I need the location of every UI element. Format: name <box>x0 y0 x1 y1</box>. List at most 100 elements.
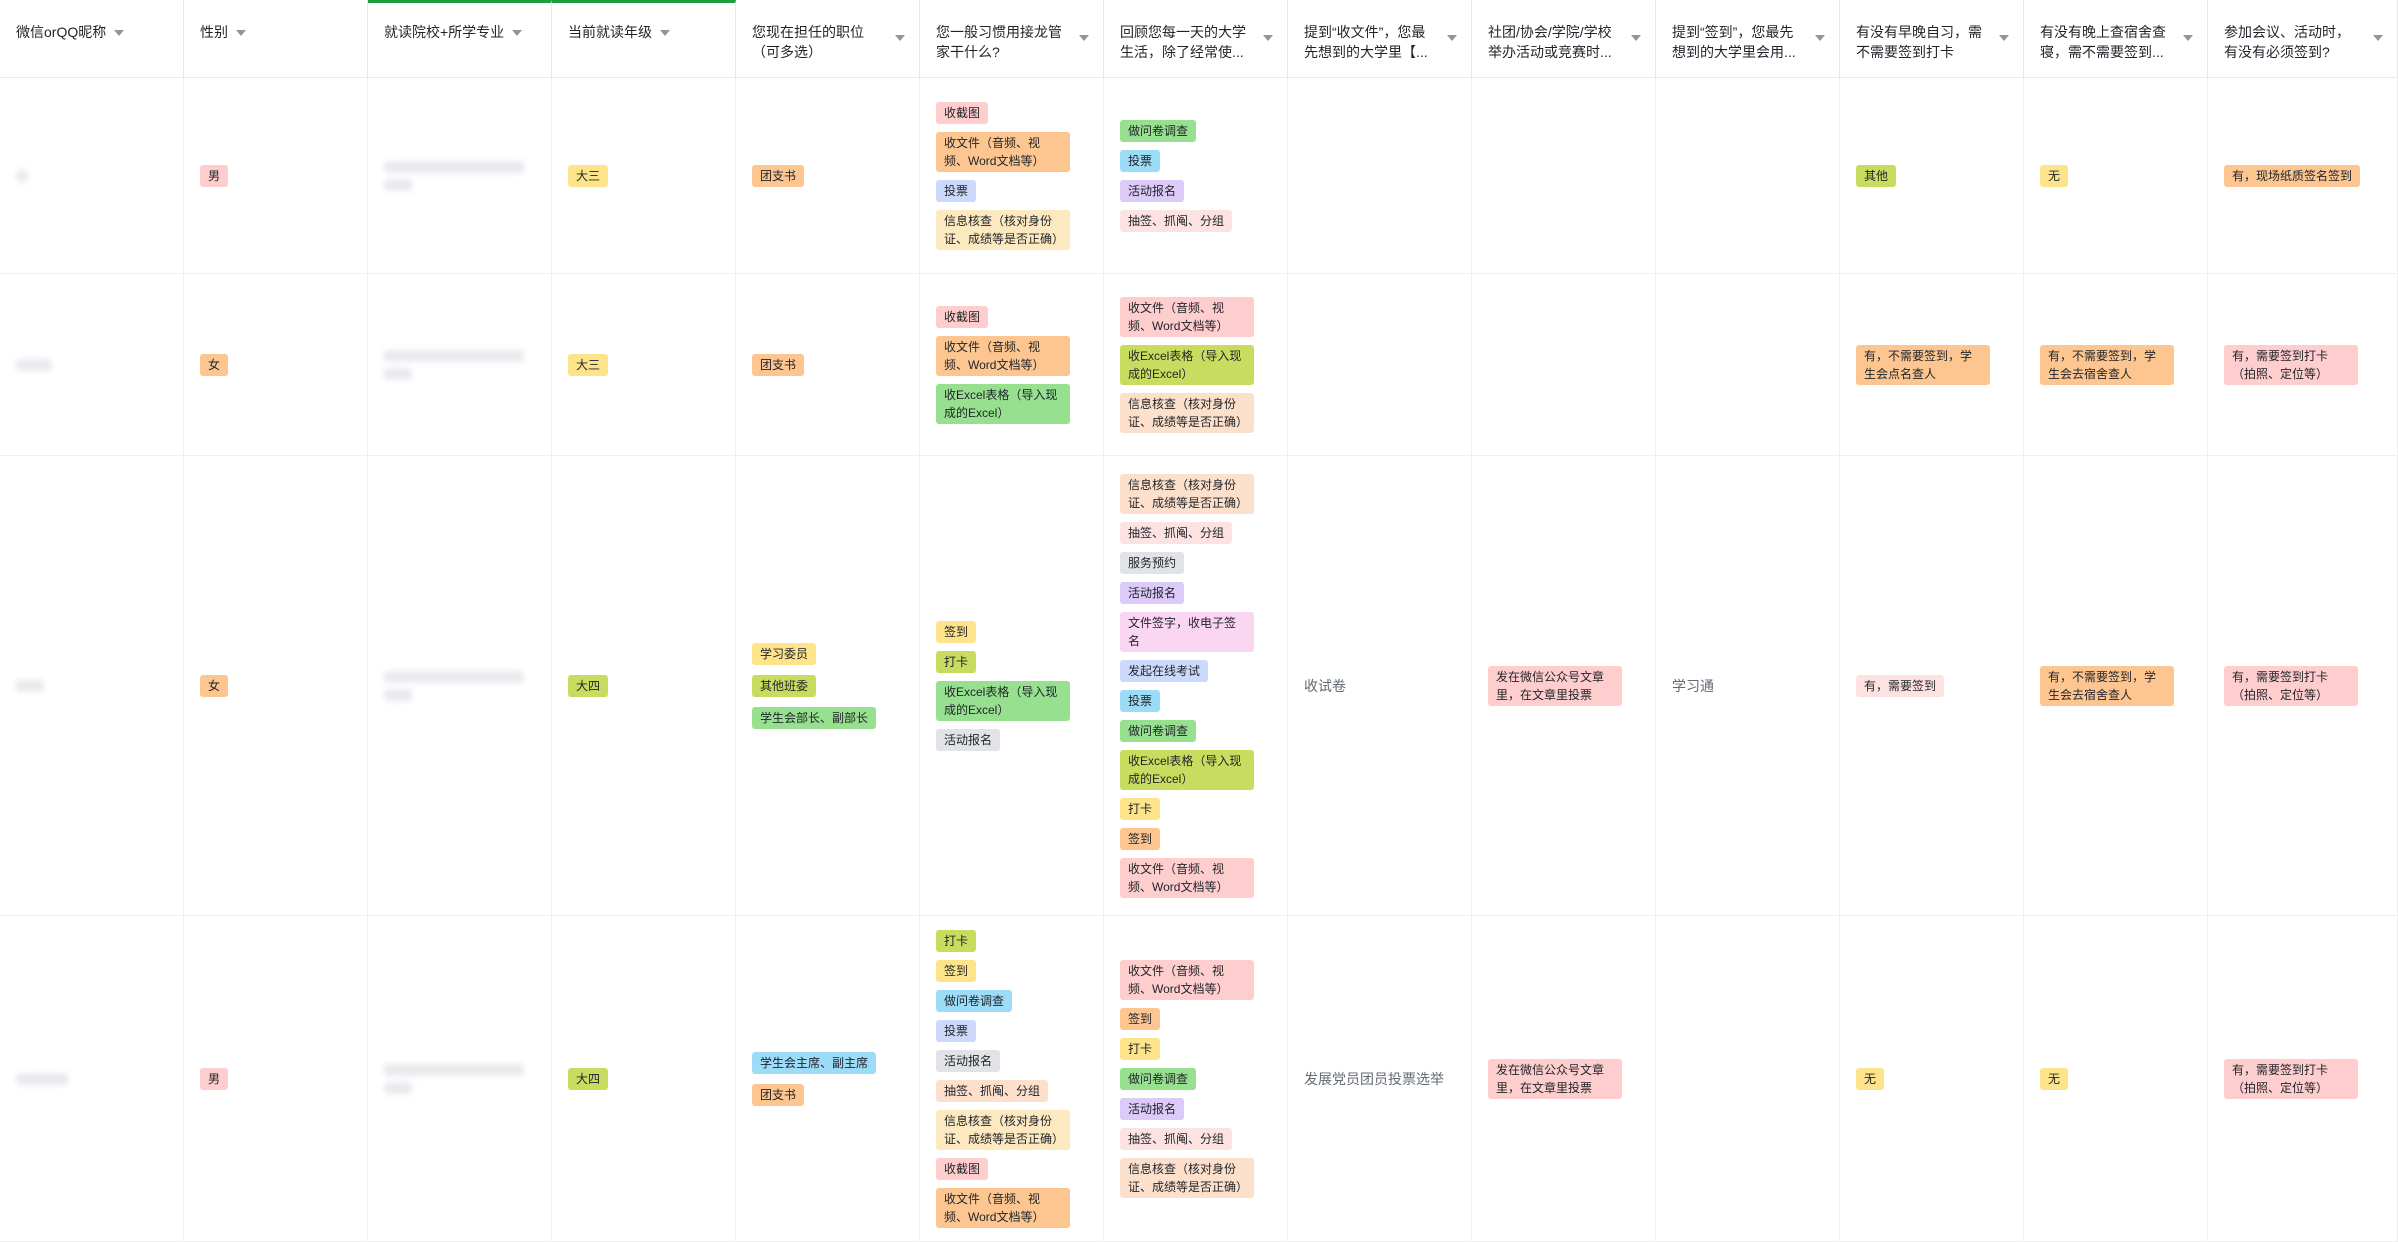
cell-usage[interactable]: 签到 打卡 收Excel表格（导入现成的Excel） 活动报名 <box>920 456 1104 916</box>
chevron-down-icon[interactable] <box>1079 35 1089 41</box>
cell-positions[interactable]: 团支书 <box>736 274 920 456</box>
chevron-down-icon[interactable] <box>1447 35 1457 41</box>
column-header-label: 当前就读年级 <box>568 24 652 40</box>
cell-positions[interactable]: 学习委员 其他班委 学生会部长、副部长 <box>736 456 920 916</box>
cell-grade[interactable]: 大三 <box>552 274 736 456</box>
cell-grade[interactable]: 大四 <box>552 456 736 916</box>
cell-checkin[interactable] <box>1656 78 1840 274</box>
column-header[interactable]: 您一般习惯用接龙管家干什么? <box>920 0 1104 78</box>
option-tag: 学生会部长、副部长 <box>752 706 877 729</box>
column-header[interactable]: 性别 <box>184 0 368 78</box>
cell-daily[interactable]: 做问卷调查 投票 活动报名 抽签、抓阄、分组 <box>1104 78 1288 274</box>
cell-meeting[interactable]: 有，需要签到打卡（拍照、定位等） <box>2208 456 2398 916</box>
option-tag: 发在微信公众号文章里，在文章里投票 <box>1488 1058 1622 1099</box>
option-tag: 打卡 <box>936 929 977 952</box>
cell-dorm[interactable]: 无 <box>2024 78 2208 274</box>
column-header[interactable]: 提到“收文件”，您最先想到的大学里【... <box>1288 0 1472 78</box>
cell-positions[interactable]: 团支书 <box>736 78 920 274</box>
cell-checkin[interactable] <box>1656 916 1840 1242</box>
cell-daily[interactable]: 收文件（音频、视频、Word文档等） 签到 打卡 做问卷调查 活动报名 抽签、抓阄、分组信… <box>1104 916 1288 1242</box>
chevron-down-icon[interactable] <box>2183 35 2193 41</box>
cell-meeting[interactable]: 有，需要签到打卡（拍照、定位等） <box>2208 916 2398 1242</box>
cell-daily[interactable]: 收文件（音频、视频、Word文档等） 收Excel表格（导入现成的Excel） 信息… <box>1104 274 1288 456</box>
option-tag: 做问卷调查 <box>1120 119 1197 142</box>
cell-nickname[interactable] <box>0 456 184 916</box>
cell-collect[interactable] <box>1288 274 1472 456</box>
column-header[interactable]: 提到“签到”，您最先想到的大学里会用... <box>1656 0 1840 78</box>
cell-gender[interactable]: 女 <box>184 456 368 916</box>
chevron-down-icon[interactable] <box>1631 35 1641 41</box>
cell-gender[interactable]: 女 <box>184 274 368 456</box>
cell-study[interactable]: 有，不需要签到，学生会点名查人 <box>1840 274 2024 456</box>
column-header[interactable]: 社团/协会/学院/学校举办活动或竞赛时... <box>1472 0 1656 78</box>
cell-gender[interactable]: 男 <box>184 78 368 274</box>
chevron-down-icon[interactable] <box>1263 35 1273 41</box>
option-tag: 服务预约 <box>1120 551 1185 574</box>
cell-school[interactable] <box>368 456 552 916</box>
option-tag: 信息核查（核对身份证、成绩等是否正确） <box>1120 1157 1254 1198</box>
cell-meeting[interactable]: 有，需要签到打卡（拍照、定位等） <box>2208 274 2398 456</box>
chevron-down-icon[interactable] <box>236 30 246 37</box>
cell-school[interactable] <box>368 916 552 1242</box>
column-header-label: 性别 <box>200 24 228 40</box>
chevron-down-icon[interactable] <box>512 30 523 37</box>
cell-grade[interactable]: 大四 <box>552 916 736 1242</box>
column-header[interactable]: 有没有早晚自习，需不需要签到打卡 <box>1840 0 2024 78</box>
cell-activity[interactable]: 发在微信公众号文章里，在文章里投票 <box>1472 916 1656 1242</box>
cell-school[interactable] <box>368 274 552 456</box>
option-tag: 做问卷调查 <box>1120 719 1197 742</box>
cell-activity[interactable] <box>1472 78 1656 274</box>
chevron-down-icon[interactable] <box>114 30 125 37</box>
cell-study[interactable]: 有，需要签到 <box>1840 456 2024 916</box>
option-tag: 收文件（音频、视频、Word文档等） <box>1120 857 1254 898</box>
cell-collect[interactable]: 发展党员团员投票选举 <box>1288 916 1472 1242</box>
cell-study[interactable]: 无 <box>1840 916 2024 1242</box>
cell-grade[interactable]: 大三 <box>552 78 736 274</box>
chevron-down-icon[interactable] <box>895 35 905 41</box>
cell-usage[interactable]: 收截图 收文件（音频、视频、Word文档等） 收Excel表格（导入现成的Excel… <box>920 274 1104 456</box>
cell-usage[interactable]: 收截图 收文件（音频、视频、Word文档等） 投票 信息核查（核对身份证、成绩等是否正… <box>920 78 1104 274</box>
option-tag: 抽签、抓阄、分组 <box>1120 209 1233 232</box>
option-tag: 文件签字，收电子签名 <box>1120 611 1254 652</box>
column-header[interactable]: 回顾您每一天的大学生活，除了经常使... <box>1104 0 1288 78</box>
option-tag: 签到 <box>936 959 977 982</box>
column-header-label: 就读院校+所学专业 <box>384 24 505 40</box>
cell-nickname[interactable] <box>0 916 184 1242</box>
cell-study[interactable]: 其他 <box>1840 78 2024 274</box>
cell-dorm[interactable]: 有，不需要签到，学生会去宿舍查人 <box>2024 456 2208 916</box>
chevron-down-icon[interactable] <box>1999 35 2009 41</box>
cell-collect[interactable] <box>1288 78 1472 274</box>
cell-usage[interactable]: 打卡 签到 做问卷调查 投票 活动报名 抽签、抓阄、分组 信息核查（核对身份证、成绩等是否正… <box>920 916 1104 1242</box>
cell-daily[interactable]: 信息核查（核对身份证、成绩等是否正确） 抽签、抓阄、分组 服务预约 活动报名 文件签字，… <box>1104 456 1288 916</box>
cell-collect[interactable]: 收试卷 <box>1288 456 1472 916</box>
column-header[interactable]: 微信orQQ昵称 <box>0 0 184 78</box>
cell-checkin[interactable]: 学习通 <box>1656 456 1840 916</box>
cell-checkin[interactable] <box>1656 274 1840 456</box>
column-header-label: 微信orQQ昵称 <box>16 24 107 40</box>
column-header[interactable]: 就读院校+所学专业 <box>368 0 552 78</box>
cell-school[interactable] <box>368 78 552 274</box>
option-tag: 团支书 <box>752 164 805 187</box>
option-tag: 签到 <box>936 620 977 643</box>
cell-gender[interactable]: 男 <box>184 916 368 1242</box>
chevron-down-icon[interactable] <box>1815 35 1825 41</box>
cell-activity[interactable] <box>1472 274 1656 456</box>
column-header-label: 提到“收文件”，您最先想到的大学里【... <box>1304 24 1428 60</box>
column-header[interactable]: 参加会议、活动时，有没有必须签到? <box>2208 0 2398 78</box>
cell-meeting[interactable]: 有，现场纸质签名签到 <box>2208 78 2398 274</box>
cell-dorm[interactable]: 有，不需要签到，学生会去宿舍查人 <box>2024 274 2208 456</box>
chevron-down-icon[interactable] <box>2373 35 2383 41</box>
cell-activity[interactable]: 发在微信公众号文章里，在文章里投票 <box>1472 456 1656 916</box>
cell-nickname[interactable] <box>0 274 184 456</box>
column-header[interactable]: 有没有晚上查宿舍查寝，需不需要签到... <box>2024 0 2208 78</box>
column-header[interactable]: 当前就读年级 <box>552 0 736 78</box>
cell-dorm[interactable]: 无 <box>2024 916 2208 1242</box>
option-tag: 投票 <box>1120 689 1161 712</box>
option-tag: 收文件（音频、视频、Word文档等） <box>1120 296 1254 337</box>
cell-positions[interactable]: 学生会主席、副主席 团支书 <box>736 916 920 1242</box>
cell-nickname[interactable] <box>0 78 184 274</box>
option-tag: 投票 <box>936 179 977 202</box>
column-header[interactable]: 您现在担任的职位（可多选） <box>736 0 920 78</box>
chevron-down-icon[interactable] <box>660 30 670 37</box>
